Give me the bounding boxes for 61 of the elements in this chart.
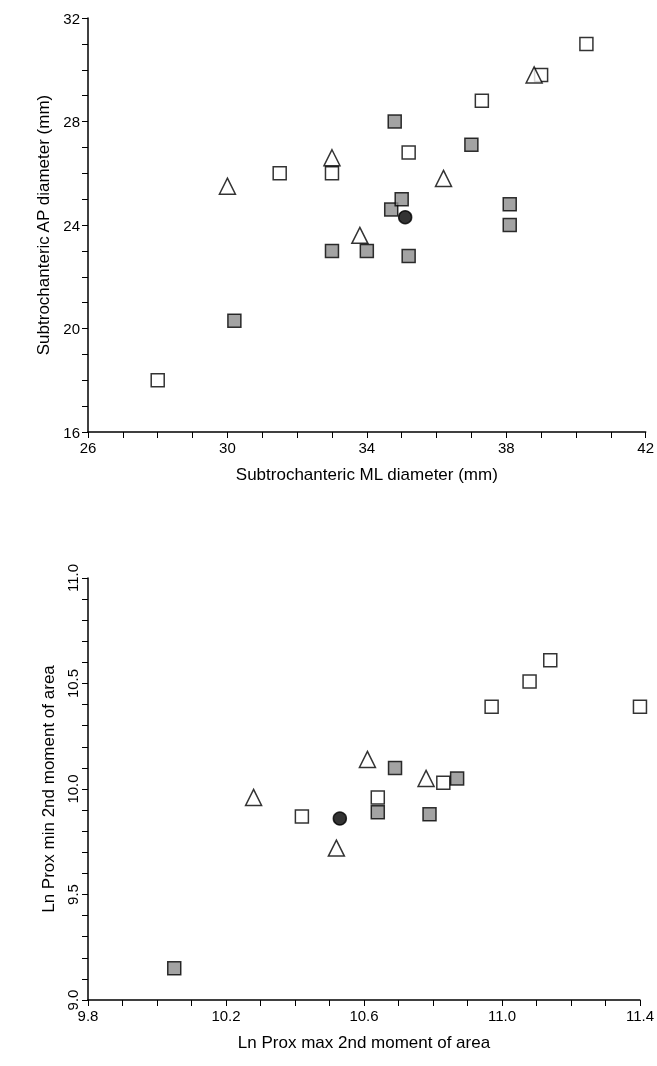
x-tick-label: 10.6 <box>349 1007 379 1024</box>
point <box>324 243 340 259</box>
point <box>351 226 369 245</box>
point <box>227 313 242 328</box>
point <box>166 961 182 976</box>
point <box>401 248 416 264</box>
y-tick-label: 24 <box>63 216 80 234</box>
x-tick-label: 42 <box>637 439 654 456</box>
point <box>218 177 237 195</box>
point <box>394 191 409 207</box>
point <box>474 93 490 109</box>
x-tick-label: 10.2 <box>211 1007 241 1024</box>
point <box>332 811 348 826</box>
y-tick-label: 9.5 <box>64 884 81 905</box>
point <box>579 36 594 52</box>
point <box>359 243 375 259</box>
point <box>387 114 402 129</box>
point <box>449 771 465 786</box>
point <box>383 202 399 217</box>
y-tick-label: 32 <box>63 9 80 27</box>
point <box>294 809 310 824</box>
point <box>323 148 341 167</box>
y-tick-label: 20 <box>63 320 80 337</box>
x-tick-label: 38 <box>497 439 515 456</box>
point <box>370 790 386 805</box>
point <box>436 775 451 790</box>
y-tick-label: 10.0 <box>64 774 81 804</box>
point <box>502 197 517 212</box>
point <box>525 66 543 84</box>
y-tick-label: 28 <box>63 113 80 130</box>
point <box>464 137 479 153</box>
point <box>632 699 648 714</box>
point <box>272 166 287 181</box>
x-tick-label: 11.0 <box>487 1007 517 1024</box>
point <box>502 217 517 233</box>
point <box>244 788 263 807</box>
x-tick-label: 30 <box>219 439 236 456</box>
x-tick-label: 11.4 <box>625 1007 655 1024</box>
point <box>484 699 499 714</box>
x-tick-label: 26 <box>79 439 97 456</box>
y-axis-title: Subtrochanteric AP diameter (mm) <box>34 94 53 356</box>
point <box>370 804 386 820</box>
point <box>401 145 416 160</box>
point <box>434 169 453 188</box>
point <box>417 769 435 788</box>
point <box>358 750 377 769</box>
y-axis-title: Ln Prox min 2nd moment of area <box>39 664 59 913</box>
point <box>397 209 413 225</box>
y-tick-label: 11.0 <box>64 563 81 593</box>
x-axis-title: Subtrochanteric ML diameter (mm) <box>235 465 498 484</box>
y-tick-label: 16 <box>63 423 80 441</box>
point <box>324 166 340 181</box>
point <box>522 674 537 689</box>
y-tick-label: 10.5 <box>64 668 81 699</box>
point <box>327 839 346 857</box>
point <box>387 760 403 776</box>
x-axis-title: Ln Prox max 2nd moment of area <box>237 1033 491 1052</box>
point <box>543 653 558 668</box>
x-tick-label: 34 <box>358 439 376 456</box>
point <box>422 807 437 822</box>
point <box>150 373 165 388</box>
